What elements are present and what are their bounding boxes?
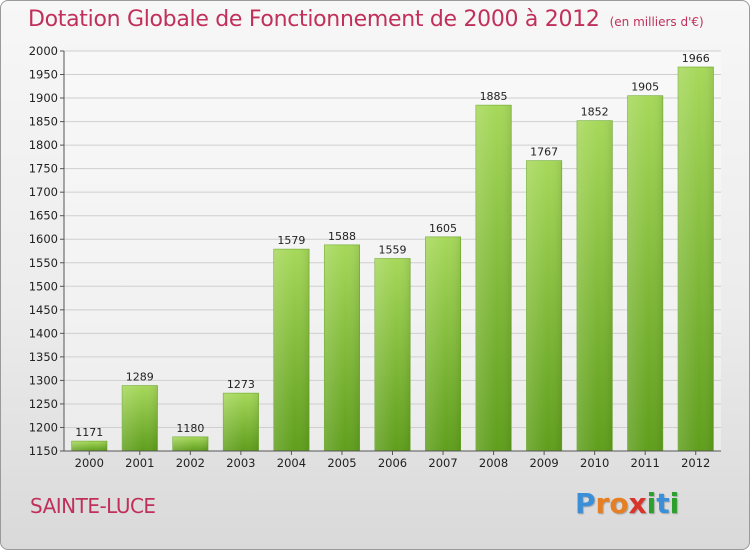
x-tick-label: 2000: [75, 456, 104, 470]
y-tick-label: 1500: [29, 279, 58, 293]
x-tick-label: 2008: [479, 456, 508, 470]
x-tick-label: 2009: [529, 456, 558, 470]
x-axis: 2000 2001 2002 2003 2004 2005 2006 2007 2008 2009…: [64, 450, 721, 470]
bar-value-label: 1289: [126, 371, 154, 384]
y-tick-label: 1800: [29, 138, 58, 152]
place-name: SAINTE-LUCE: [30, 494, 156, 518]
bar-shine: [475, 105, 512, 451]
chart-title: Dotation Globale de Fonctionnement de 20…: [28, 7, 704, 32]
bar-shine: [425, 236, 461, 451]
logo-letter: r: [595, 487, 610, 520]
y-tick-label: 1600: [29, 232, 58, 246]
x-tick-label: 2001: [125, 456, 154, 470]
x-tick-label: 2005: [327, 456, 356, 470]
bar-value-label: 1579: [277, 234, 305, 247]
logo-letter: o: [609, 487, 629, 520]
bar-value-label: 1171: [75, 426, 103, 439]
bar-shine: [223, 393, 259, 451]
y-tick-label: 1550: [29, 256, 58, 270]
bar-shine: [324, 244, 360, 451]
bars: 1171 1289 1180 1273 1579 1588 1559 1605 1885 1767…: [71, 52, 714, 452]
bar-value-label: 1852: [581, 106, 609, 119]
x-tick-label: 2012: [681, 456, 710, 470]
bar-shine: [71, 441, 107, 451]
y-tick-label: 1150: [29, 444, 58, 458]
y-tick-label: 1900: [29, 91, 58, 105]
y-tick-label: 1450: [29, 303, 58, 317]
y-tick-label: 1350: [29, 350, 58, 364]
x-tick-label: 2003: [226, 456, 255, 470]
x-tick-label: 2006: [378, 456, 407, 470]
x-tick-label: 2007: [428, 456, 457, 470]
y-tick-label: 1200: [29, 420, 58, 434]
x-tick-label: 2010: [580, 456, 609, 470]
bar-shine: [122, 385, 158, 451]
y-tick-label: 1950: [29, 68, 58, 82]
bar-value-label: 1905: [631, 81, 659, 94]
bar-shine: [374, 258, 411, 451]
logo-letter: t: [656, 487, 670, 520]
bar-shine: [678, 67, 714, 451]
y-tick-label: 1850: [29, 115, 58, 129]
proxiti-logo[interactable]: Proxiti: [575, 487, 679, 520]
x-tick-label: 2004: [277, 456, 306, 470]
chart-title-text: Dotation Globale de Fonctionnement de 20…: [28, 7, 600, 32]
bar-value-label: 1588: [328, 230, 356, 243]
bar-value-label: 1885: [480, 90, 508, 103]
bar-shine: [526, 160, 562, 451]
y-tick-label: 1250: [29, 397, 58, 411]
logo-letter: P: [575, 487, 596, 520]
bar-value-label: 1966: [682, 52, 710, 65]
y-tick-label: 1700: [29, 185, 58, 199]
bar-value-label: 1273: [227, 378, 255, 391]
y-tick-label: 2000: [29, 44, 58, 58]
bar-value-label: 1767: [530, 146, 558, 159]
chart-subtitle: (en milliers d'€): [609, 15, 704, 29]
bar-shine: [627, 95, 663, 452]
y-tick-label: 1300: [29, 373, 58, 387]
logo-letter: i: [669, 487, 680, 520]
bar-shine: [576, 120, 613, 451]
bar-shine: [273, 249, 310, 451]
y-tick-label: 1650: [29, 209, 58, 223]
x-tick-label: 2011: [631, 456, 660, 470]
bar-value-label: 1180: [176, 422, 204, 435]
y-tick-label: 1400: [29, 326, 58, 340]
logo-letter: i: [646, 487, 657, 520]
bar-value-label: 1559: [379, 244, 407, 257]
bar-shine: [172, 436, 209, 451]
y-axis: 1150 1200 1250 1300 1350 1400 1450 1500 1550 1600…: [29, 44, 65, 458]
y-tick-label: 1750: [29, 162, 58, 176]
x-tick-label: 2002: [176, 456, 205, 470]
bar-value-label: 1605: [429, 222, 457, 235]
logo-letter: x: [628, 487, 647, 520]
